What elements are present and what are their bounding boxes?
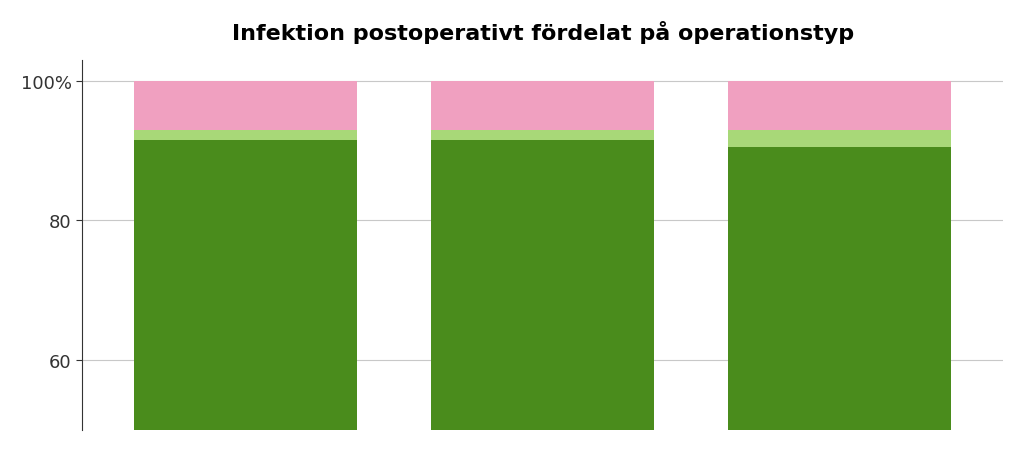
- Bar: [431, 82, 654, 130]
- Bar: [431, 130, 654, 141]
- Bar: [728, 130, 951, 148]
- Bar: [134, 82, 357, 130]
- Bar: [134, 130, 357, 141]
- Bar: [728, 148, 951, 451]
- Bar: [728, 82, 951, 130]
- Bar: [431, 141, 654, 451]
- Title: Infektion postoperativt fördelat på operationstyp: Infektion postoperativt fördelat på oper…: [231, 21, 854, 44]
- Bar: [134, 141, 357, 451]
